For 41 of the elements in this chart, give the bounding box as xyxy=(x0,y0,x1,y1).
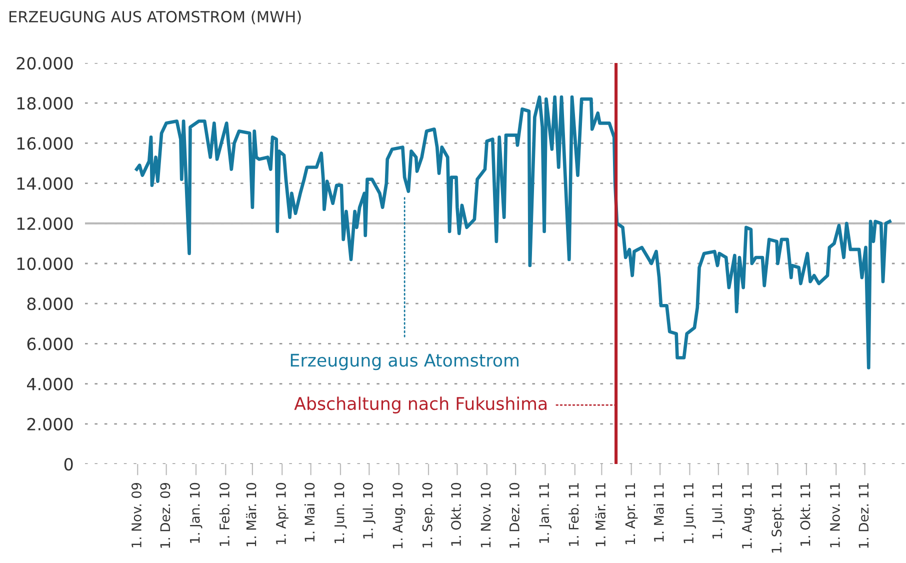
x-tick-label: 1. Jul. 10 xyxy=(362,482,376,538)
x-tick-label: 1. Sept. 11 xyxy=(772,483,784,553)
x-tick-label: 1. Nov. 11 xyxy=(830,483,840,548)
x-tick-label: 1. Mai 10 xyxy=(304,482,315,542)
y-tick-label: 8.000 xyxy=(27,298,73,310)
y-tick-label: 10.000 xyxy=(17,257,73,270)
chart-title: ERZEUGUNG AUS ATOMSTROM (MWH) xyxy=(10,10,301,24)
x-tick-label: 1. Jul. 11 xyxy=(712,483,725,538)
y-tick-label: 12.000 xyxy=(17,217,73,230)
y-tick-label: 18.000 xyxy=(17,97,73,110)
x-tick-label: 1. Apr. 11 xyxy=(625,483,638,544)
y-tick-label: 20.000 xyxy=(16,56,73,70)
x-tick-label: 1. Nov. 10 xyxy=(480,482,491,548)
x-tick-label: 1. Okt. 11 xyxy=(800,483,810,546)
x-tick-label: 1. Jan. 10 xyxy=(190,482,202,543)
x-tick-label: 1. Feb. 10 xyxy=(219,482,230,546)
x-tick-label: 1. Feb. 11 xyxy=(568,483,579,546)
y-tick-label: 6.000 xyxy=(27,338,73,350)
text: Erzeugung aus Atomstrom xyxy=(290,354,518,370)
y-tick-label: 0 xyxy=(64,458,73,471)
x-tick-label: 1. Sep. 10 xyxy=(422,482,435,548)
x-tick-label: 1. Dez. 10 xyxy=(509,482,520,548)
y-tick-label: 16.000 xyxy=(17,137,73,150)
x-tick-label: 1. Apr. 10 xyxy=(276,482,288,544)
x-tick-label: 1. Okt. 10 xyxy=(450,482,462,546)
x-tick-label: 1. Dez. 11 xyxy=(858,483,869,548)
x-tick-label: 1. Aug. 10 xyxy=(392,482,406,548)
x-tick-label: 1. Nov. 09 xyxy=(131,482,142,548)
y-tick-label: 14.000 xyxy=(17,177,73,190)
x-tick-label: 1. Jan. 11 xyxy=(539,483,552,543)
ref-line-label: Abschaltung nach Fukushima xyxy=(294,396,547,414)
x-tick-label: 1. Jun. 11 xyxy=(684,483,696,544)
x-tick-label: 1. Mai 11 xyxy=(654,483,664,542)
x-tick-label: 1. Jun. 10 xyxy=(334,482,347,544)
x-tick-label: 1. Dez. 09 xyxy=(160,482,170,548)
x-tick-label: 1. Mär. 10 xyxy=(246,482,256,546)
y-tick-label: 2.000 xyxy=(27,418,73,430)
line-series xyxy=(135,95,892,370)
x-tick-label: 1. Aug. 11 xyxy=(742,483,754,548)
y-tick-label: 4.000 xyxy=(26,378,73,390)
x-tick-label: 1. Mär. 11 xyxy=(595,483,606,546)
